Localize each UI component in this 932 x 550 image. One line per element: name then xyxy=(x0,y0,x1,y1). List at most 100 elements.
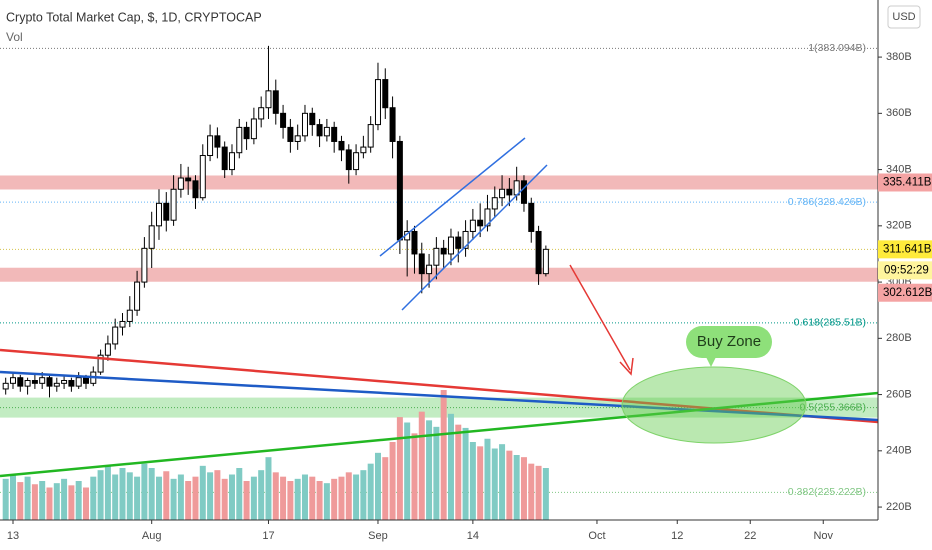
candle-body xyxy=(82,377,89,384)
arrow-head xyxy=(619,357,634,376)
volume-bar xyxy=(214,470,221,520)
volume-bar xyxy=(353,474,360,520)
candle-body xyxy=(2,382,9,390)
volume-bar xyxy=(170,478,177,520)
candle-body xyxy=(426,264,433,275)
price-tag-label: 302.612B xyxy=(883,287,932,299)
volume-bar xyxy=(426,420,433,520)
volume-bar xyxy=(535,465,542,520)
candle-body xyxy=(185,177,192,182)
y-tick-label: 260B xyxy=(886,388,912,400)
candle-body xyxy=(360,146,367,154)
zone-band xyxy=(0,175,878,190)
candle-body xyxy=(68,380,75,387)
candle-body xyxy=(367,124,374,148)
candle-body xyxy=(345,149,352,171)
volume-bar xyxy=(104,465,111,520)
price-tag-label: 311.641B xyxy=(883,243,932,255)
volume-bar xyxy=(207,472,214,520)
candle-body xyxy=(462,230,469,249)
volume-bar xyxy=(75,481,82,520)
y-tick-label: 380B xyxy=(886,51,912,63)
candle-body xyxy=(353,152,360,171)
candle-body xyxy=(207,135,214,157)
price-tag xyxy=(878,240,932,259)
volume-bar xyxy=(280,476,287,520)
candle-body xyxy=(418,253,425,275)
currency-button[interactable] xyxy=(887,5,921,29)
candle-body xyxy=(411,230,418,255)
volume-bar xyxy=(258,470,265,520)
y-tick-label: 320B xyxy=(886,220,912,232)
volume-bar xyxy=(411,433,418,520)
volume-bar xyxy=(477,446,484,520)
chart-title: Crypto Total Market Cap, $, 1D, CRYPTOCA… xyxy=(6,10,262,24)
x-tick-label: Sep xyxy=(368,530,388,542)
currency-label[interactable]: USD xyxy=(892,11,915,23)
volume-bar xyxy=(31,484,38,520)
volume-bar xyxy=(513,455,520,520)
fib-label: 0.382(225.222B) xyxy=(788,486,866,498)
x-tick-label: Aug xyxy=(142,530,162,542)
volume-bar xyxy=(447,413,454,520)
candle-body xyxy=(199,155,206,199)
volume-bar xyxy=(68,485,75,520)
candle-body xyxy=(542,248,549,275)
candle-body xyxy=(75,377,82,387)
buy-zone-ellipse xyxy=(621,366,807,444)
candle-body xyxy=(331,126,338,142)
volume-bar xyxy=(520,457,527,520)
candle-body xyxy=(192,180,199,199)
candle-body xyxy=(258,107,265,120)
channel-upper xyxy=(379,137,526,257)
candle-body xyxy=(221,146,228,171)
volume-bar xyxy=(236,468,243,520)
candle-body xyxy=(294,135,301,142)
volume-bar xyxy=(455,424,462,520)
candle-body xyxy=(338,140,345,151)
volume-bar xyxy=(287,481,294,520)
fib-label: 1(383.094B) xyxy=(808,42,866,54)
candle-body xyxy=(265,90,272,109)
candle-body xyxy=(214,135,221,148)
volume-bar xyxy=(418,411,425,520)
fib-label: 0.618(285.51B) xyxy=(794,317,866,329)
candle-body xyxy=(389,107,396,142)
volume-bar xyxy=(141,463,148,520)
candle-body xyxy=(9,377,16,384)
candle-body xyxy=(61,380,68,384)
candle-body xyxy=(455,236,462,249)
candle-body xyxy=(440,247,447,255)
candle-body xyxy=(177,177,184,190)
y-tick-label: 220B xyxy=(886,501,912,513)
volume-bar xyxy=(2,478,9,520)
volume-bar xyxy=(469,442,476,520)
volume-bar xyxy=(250,476,257,520)
x-tick-label: 13 xyxy=(7,530,19,542)
candle-body xyxy=(287,126,294,142)
volume-bar xyxy=(345,472,352,520)
volume-label: Vol xyxy=(6,30,23,44)
volume-bar xyxy=(389,442,396,520)
candle-body xyxy=(323,126,330,137)
volume-bar xyxy=(316,481,323,520)
volume-bar xyxy=(462,427,469,520)
volume-bar xyxy=(119,468,126,520)
candle-body xyxy=(104,343,111,356)
candle-body xyxy=(228,152,235,171)
trend-line-red xyxy=(0,348,879,424)
volume-bar xyxy=(192,476,199,520)
candle-body xyxy=(126,309,133,322)
candle-body xyxy=(250,118,257,140)
candle-body xyxy=(155,202,162,227)
candle-body xyxy=(17,377,24,387)
volume-bar xyxy=(17,482,24,520)
candle-body xyxy=(535,230,542,275)
volume-bar xyxy=(97,470,104,520)
candle-body xyxy=(148,225,155,249)
volume-bar xyxy=(199,465,206,520)
candle-body xyxy=(97,354,104,373)
channel-lower xyxy=(401,164,548,311)
candle-body xyxy=(316,124,323,137)
